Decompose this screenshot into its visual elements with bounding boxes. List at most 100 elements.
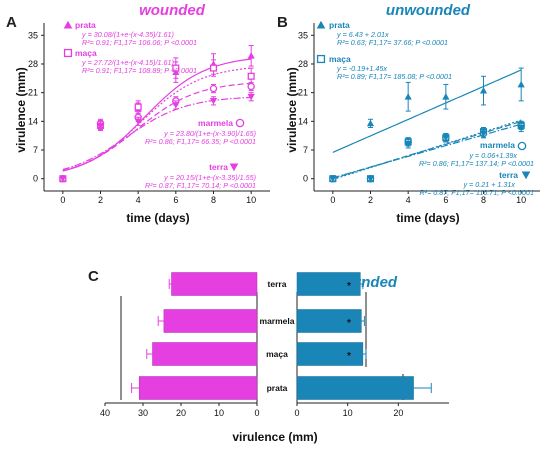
chart-a-legend-triangle-up-marker: [63, 20, 73, 29]
chart-b-fit-line: [332, 123, 522, 179]
chart-a-xtick-label: 4: [136, 195, 141, 205]
chart-b-label-marmela: marmela: [480, 140, 515, 150]
chart-b-point: [479, 130, 488, 138]
chart-b-point: [517, 124, 525, 132]
chart-b-series-3: [329, 122, 525, 183]
chart-b-legend-square-marker: [316, 54, 326, 64]
chart-b-ytick-label: 35: [298, 30, 308, 40]
chart-a-xlabel: time (days): [126, 211, 189, 225]
chart-b-stats-prata: R²= 0.63; F1,17= 37.66; P <0.0001: [337, 38, 448, 47]
chart-b-ytick-label: 14: [298, 116, 308, 126]
panel-letter-a: A: [6, 14, 17, 31]
chart-a-stats-prata: R²= 0.91; F1,17= 106.06; P <0.0001: [82, 38, 197, 47]
chart-b-point: [479, 87, 488, 94]
chart-a-equation-terra: y = 20.15/(1+e-(x-3.35)/1.55): [163, 173, 256, 182]
chart-c-right-tick-label: 20: [393, 408, 403, 418]
chart-c-significance-star: *: [347, 281, 351, 292]
chart-b-xtick-label: 0: [330, 195, 335, 205]
chart-a-point: [209, 64, 218, 72]
chart-a-stats-marmela: R²= 0.86; F1,17= 66.35; P <0.0001: [145, 137, 256, 146]
chart-b-legend-triangle-down-marker: [521, 171, 531, 180]
chart-a-point: [134, 103, 142, 111]
chart-a-annotations: prata y = 30.08/(1+e-(x-4.35)/1.61) R²= …: [75, 20, 256, 190]
chart-c-left-tick-label: 20: [176, 408, 186, 418]
chart-b-xtick-label: 10: [516, 195, 526, 205]
chart-a-point: [172, 102, 180, 109]
panel-letter-b: B: [277, 14, 288, 31]
chart-a-title: wounded: [139, 2, 206, 19]
chart-a-legend-circle-marker: [235, 118, 245, 128]
chart-b-fit-line: [332, 119, 522, 181]
chart-a-label-marmela: marmela: [198, 118, 233, 128]
chart-c-right-bar: [296, 309, 362, 333]
chart-a-ytick-label: 14: [28, 116, 38, 126]
chart-a-point: [209, 84, 218, 93]
chart-b-point: [442, 93, 450, 100]
chart-b-label-terra: terra: [499, 170, 518, 180]
chart-b-point: [329, 175, 337, 183]
chart-a-ytick-label: 0: [33, 174, 38, 184]
chart-b-title: unwounded: [386, 2, 471, 19]
chart-a-legend-square-marker: [63, 48, 73, 58]
chart-a-point: [96, 122, 105, 130]
chart-c-right-tick-label: 0: [294, 408, 299, 418]
chart-a-fit-line: [62, 58, 252, 172]
chart-b-xtick-label: 4: [406, 195, 411, 205]
chart-b-legend-circle-marker: [517, 141, 527, 151]
chart-a-equation-maca: y = 27.72/(1+e-(x-4.15)/1.61): [81, 58, 174, 67]
chart-c-right-bar: [296, 342, 364, 366]
chart-b-stats-maca: R²= 0.89; F1,17= 185.08; P <0.0001: [337, 72, 452, 81]
chart-a-fit-line: [62, 82, 252, 172]
chart-c-significance-star: *: [347, 351, 351, 362]
chart-c-left-bar: [171, 272, 258, 296]
chart-b-stats-marmela: R²= 0.86; F1,17= 137.14; P <0.0001: [419, 159, 534, 168]
chart-a-point: [59, 175, 67, 183]
chart-b-stats-terra: R²= 0.87; F1,17= 116.71; P <0.0001: [420, 188, 534, 197]
chart-b-ytick-label: 28: [298, 59, 308, 69]
chart-b-label-maca: maça: [329, 54, 351, 64]
chart-b-label-prata: prata: [329, 20, 350, 30]
chart-b-ytick-label: 7: [303, 145, 308, 155]
chart-b-ytick-label: 21: [298, 88, 308, 98]
chart-b-equation-terra: y = 0.21 + 1.31x: [462, 180, 515, 189]
chart-b-ytick-label: 0: [303, 174, 308, 184]
chart-a-label-terra: terra: [209, 162, 228, 172]
chart-b-equation-maca: y = -0.19+1.45x: [336, 64, 387, 73]
chart-a-ytick-label: 28: [28, 59, 38, 69]
chart-a-ytick-label: 21: [28, 88, 38, 98]
chart-b-xtick-label: 6: [443, 195, 448, 205]
chart-a-point: [172, 64, 180, 72]
chart-c-category-label: marmela: [260, 316, 295, 326]
chart-a-point: [134, 118, 142, 125]
chart-b-xlabel: time (days): [396, 211, 459, 225]
chart-a-equation-marmela: y = 23.80/(1+e-(x-3.90)/1.65): [163, 129, 256, 138]
chart-c-left-bar: [138, 376, 258, 400]
chart-c-left-bar: [163, 309, 258, 333]
chart-b-equation-prata: y = 6.43 + 2.01x: [336, 30, 389, 39]
chart-b-xtick-label: 8: [481, 195, 486, 205]
chart-c-left-tick-label: 0: [254, 408, 259, 418]
chart-c-category-label: terra: [268, 279, 287, 289]
chart-b-fit-line: [332, 120, 522, 180]
chart-a-point: [209, 97, 218, 105]
panel-letter-c: C: [88, 268, 99, 285]
chart-c-left-bar: [152, 342, 258, 366]
chart-c-category-label: prata: [267, 383, 288, 393]
chart-a-xtick-label: 6: [173, 195, 178, 205]
chart-a-xtick-label: 2: [98, 195, 103, 205]
chart-a-point: [247, 82, 255, 91]
chart-b-legend-triangle-up-marker: [316, 20, 326, 29]
chart-c-category-label: maça: [266, 349, 288, 359]
chart-b-xtick-label: 2: [368, 195, 373, 205]
chart-b-point: [404, 93, 412, 100]
chart-c: 40 30 20 10 0 0 10 20 terra * marmela * maça * prata: [100, 272, 449, 418]
chart-b-point: [517, 80, 525, 88]
chart-a-label-prata: prata: [75, 20, 96, 30]
chart-c-xlabel: virulence (mm): [232, 430, 317, 444]
chart-a-xtick-label: 10: [246, 195, 256, 205]
chart-a-xtick-label: 0: [60, 195, 65, 205]
chart-a: 0 2 4 6 8 10 0 7 14 21 28 35: [28, 20, 270, 205]
chart-a-point: [247, 93, 255, 101]
chart-a-point: [247, 72, 255, 80]
